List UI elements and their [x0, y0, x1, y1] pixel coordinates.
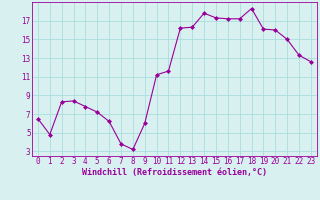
- X-axis label: Windchill (Refroidissement éolien,°C): Windchill (Refroidissement éolien,°C): [82, 168, 267, 177]
